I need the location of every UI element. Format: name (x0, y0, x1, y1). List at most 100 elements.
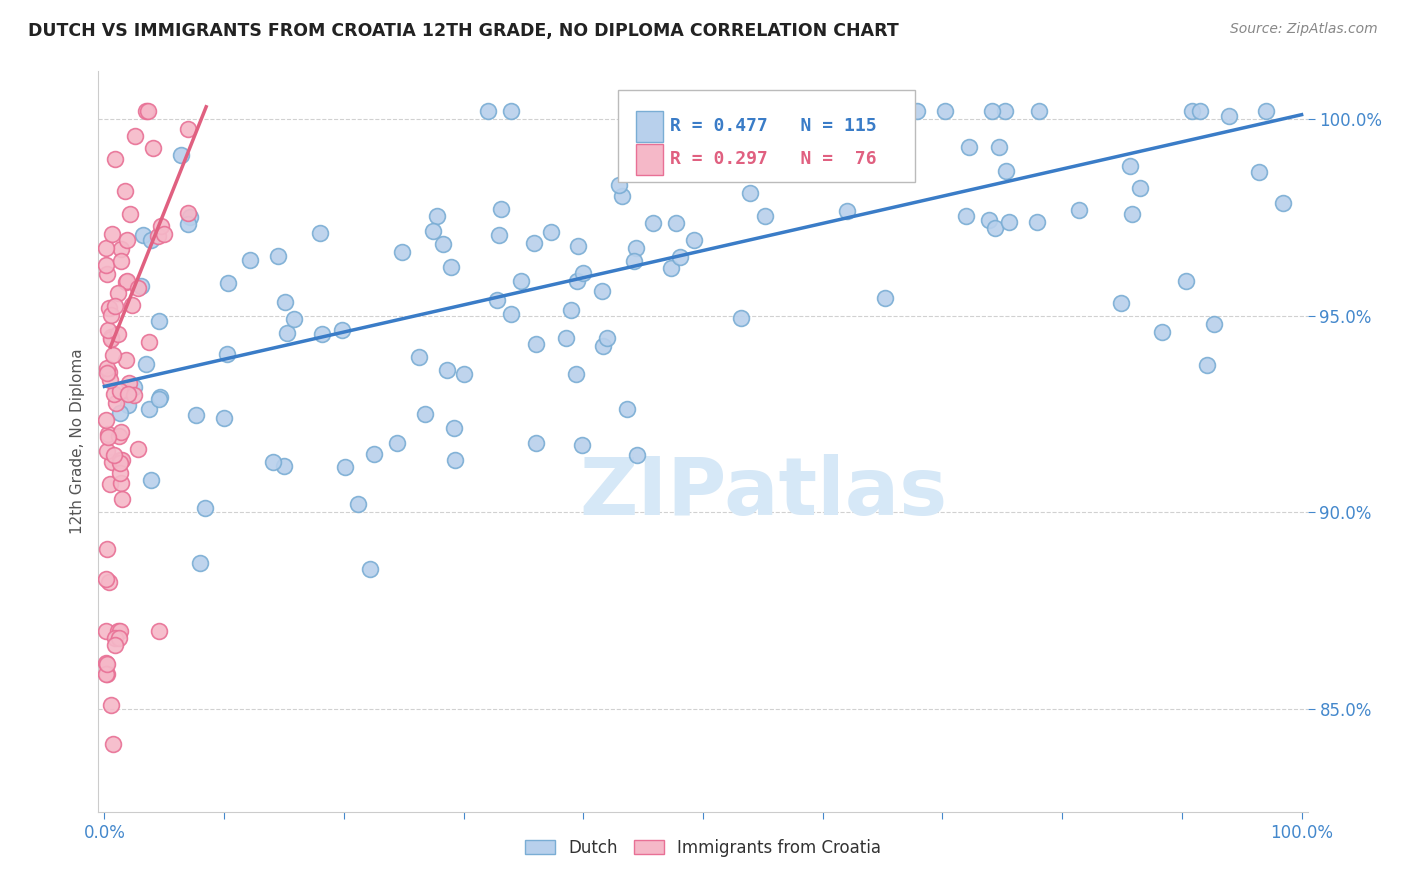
Text: R = 0.477   N = 115: R = 0.477 N = 115 (671, 117, 877, 136)
Dutch (276, 326, 298, 340)
Immigrants from Croatia (146, 228, 169, 243)
Dutch (643, 216, 665, 230)
Y-axis label: 12th Grade, No Diploma: 12th Grade, No Diploma (69, 349, 84, 534)
Dutch (730, 310, 752, 325)
Dutch (308, 227, 330, 241)
Immigrants from Croatia (96, 542, 118, 557)
Dutch (273, 459, 295, 474)
Dutch (194, 500, 217, 515)
Dutch (994, 103, 1017, 118)
Dutch (217, 276, 239, 290)
Dutch (626, 448, 648, 462)
Dutch (391, 245, 413, 260)
Dutch (135, 357, 157, 371)
Immigrants from Croatia (97, 426, 120, 441)
Immigrants from Croatia (107, 285, 129, 300)
Dutch (994, 163, 1017, 178)
Immigrants from Croatia (101, 737, 124, 751)
Dutch (957, 140, 980, 154)
Immigrants from Croatia (135, 103, 157, 118)
Dutch (567, 239, 589, 253)
Dutch (488, 227, 510, 242)
Immigrants from Croatia (104, 153, 127, 167)
Immigrants from Croatia (138, 103, 160, 118)
Dutch (217, 347, 239, 361)
Dutch (659, 260, 682, 275)
Dutch (432, 236, 454, 251)
Immigrants from Croatia (101, 348, 124, 362)
Dutch (612, 189, 634, 203)
Immigrants from Croatia (120, 207, 142, 221)
Dutch (330, 323, 353, 337)
Dutch (499, 103, 522, 118)
Immigrants from Croatia (100, 330, 122, 344)
Immigrants from Croatia (96, 657, 118, 671)
Immigrants from Croatia (111, 492, 134, 507)
Text: R = 0.297   N =  76: R = 0.297 N = 76 (671, 151, 877, 169)
Immigrants from Croatia (115, 276, 138, 290)
Immigrants from Croatia (103, 387, 125, 401)
Dutch (981, 103, 1004, 118)
Immigrants from Croatia (108, 467, 131, 481)
Dutch (1026, 214, 1049, 228)
Immigrants from Croatia (96, 360, 118, 375)
Dutch (592, 339, 614, 353)
Immigrants from Croatia (94, 241, 117, 255)
Dutch (1152, 325, 1174, 339)
Immigrants from Croatia (107, 624, 129, 638)
Dutch (1111, 296, 1133, 310)
Dutch (489, 202, 512, 216)
Immigrants from Croatia (104, 299, 127, 313)
Immigrants from Croatia (97, 365, 120, 379)
Dutch (572, 267, 595, 281)
Dutch (626, 241, 648, 255)
Immigrants from Croatia (97, 301, 120, 315)
Immigrants from Croatia (149, 219, 172, 233)
Bar (637, 144, 664, 175)
Dutch (117, 398, 139, 412)
Immigrants from Croatia (124, 387, 146, 401)
Dutch (443, 453, 465, 467)
Dutch (1188, 103, 1211, 118)
Immigrants from Croatia (117, 386, 139, 401)
Immigrants from Croatia (105, 396, 128, 410)
Immigrants from Croatia (153, 227, 176, 241)
Dutch (122, 379, 145, 393)
Dutch (422, 224, 444, 238)
Immigrants from Croatia (97, 575, 120, 590)
Dutch (668, 250, 690, 264)
Immigrants from Croatia (115, 274, 138, 288)
Dutch (149, 390, 172, 404)
Immigrants from Croatia (98, 476, 121, 491)
Dutch (977, 213, 1000, 227)
Dutch (184, 409, 207, 423)
Immigrants from Croatia (115, 233, 138, 247)
Immigrants from Croatia (96, 267, 118, 281)
Dutch (333, 460, 356, 475)
Immigrants from Croatia (94, 573, 117, 587)
Immigrants from Croatia (110, 243, 132, 257)
Immigrants from Croatia (114, 184, 136, 198)
Dutch (540, 225, 562, 239)
Bar (637, 111, 664, 142)
Immigrants from Croatia (94, 412, 117, 426)
Dutch (132, 227, 155, 242)
Dutch (426, 209, 449, 223)
Immigrants from Croatia (100, 332, 122, 346)
Dutch (139, 233, 162, 247)
Dutch (560, 302, 582, 317)
Dutch (607, 178, 630, 192)
Dutch (453, 368, 475, 382)
Dutch (955, 210, 977, 224)
Dutch (997, 215, 1019, 229)
Immigrants from Croatia (118, 376, 141, 391)
Immigrants from Croatia (103, 632, 125, 646)
Text: DUTCH VS IMMIGRANTS FROM CROATIA 12TH GRADE, NO DIPLOMA CORRELATION CHART: DUTCH VS IMMIGRANTS FROM CROATIA 12TH GR… (28, 22, 898, 40)
Dutch (1180, 103, 1202, 118)
Dutch (139, 473, 162, 487)
Dutch (1271, 196, 1294, 211)
Dutch (738, 186, 761, 201)
Dutch (596, 331, 619, 345)
Dutch (1256, 103, 1278, 118)
Dutch (148, 314, 170, 328)
